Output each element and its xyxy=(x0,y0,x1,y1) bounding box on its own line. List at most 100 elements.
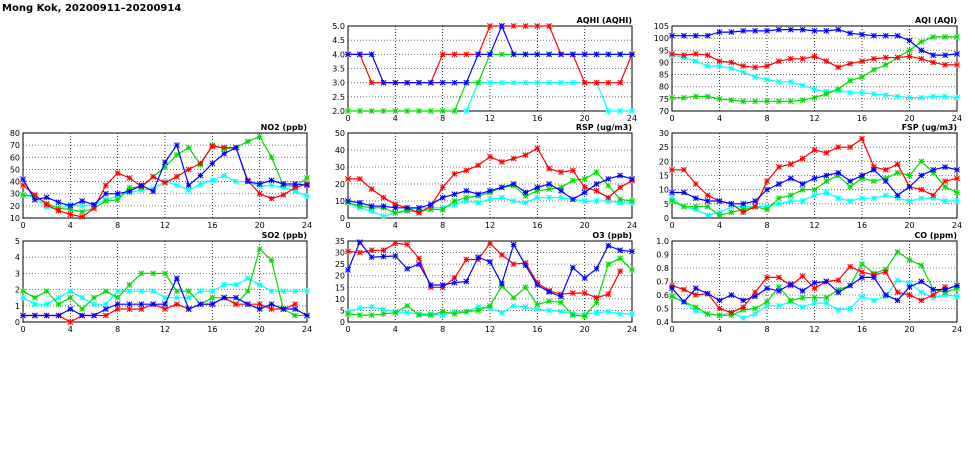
x-tick-label: 0 xyxy=(345,114,350,123)
data-point xyxy=(894,169,901,176)
data-point xyxy=(498,194,505,201)
plot-frame xyxy=(671,240,958,323)
data-point xyxy=(581,198,588,204)
data-point xyxy=(233,178,239,185)
data-point xyxy=(823,149,830,156)
data-point xyxy=(451,51,458,58)
data-point xyxy=(669,293,675,300)
data-point xyxy=(546,23,553,29)
data-point xyxy=(244,275,251,282)
data-point xyxy=(114,294,121,301)
data-point xyxy=(475,199,482,206)
data-point xyxy=(894,289,901,296)
x-tick-label: 24 xyxy=(627,325,637,334)
data-point xyxy=(692,93,699,100)
data-point xyxy=(835,169,842,176)
data-point xyxy=(593,169,600,176)
data-point xyxy=(716,95,723,102)
data-point xyxy=(233,281,239,288)
data-point xyxy=(233,301,239,308)
x-tick-label: 12 xyxy=(809,325,819,334)
data-point xyxy=(79,213,86,220)
data-point xyxy=(404,208,411,215)
data-point xyxy=(569,312,576,319)
data-point xyxy=(847,60,854,67)
data-point xyxy=(835,86,842,93)
y-tick-label: 30 xyxy=(659,129,669,138)
data-point xyxy=(280,288,287,295)
y-tick-label: 20 xyxy=(659,157,669,166)
data-point xyxy=(487,240,493,247)
data-point xyxy=(546,307,553,314)
data-point xyxy=(882,32,889,39)
y-tick-label: 2.0 xyxy=(332,107,345,116)
x-tick-label: 8 xyxy=(115,325,120,334)
data-point xyxy=(835,144,842,151)
data-point xyxy=(835,195,842,202)
data-point xyxy=(894,32,901,39)
data-point xyxy=(906,47,913,54)
data-point xyxy=(775,26,782,33)
data-point xyxy=(67,306,74,312)
data-point xyxy=(775,98,782,105)
data-point xyxy=(380,108,387,114)
data-point xyxy=(487,51,493,58)
data-point xyxy=(716,63,723,70)
data-point xyxy=(256,181,263,187)
data-point xyxy=(102,306,109,312)
data-point xyxy=(581,184,588,191)
data-point xyxy=(799,26,806,33)
data-point xyxy=(487,302,493,309)
data-point xyxy=(138,270,145,277)
data-point xyxy=(894,192,901,199)
data-point xyxy=(150,288,157,295)
data-point xyxy=(894,93,901,100)
data-point xyxy=(368,304,375,310)
data-point xyxy=(740,206,747,213)
data-point xyxy=(906,256,913,263)
data-point xyxy=(522,199,529,206)
y-tick-label: 15 xyxy=(335,283,345,292)
data-point xyxy=(605,242,612,249)
data-point xyxy=(835,172,842,179)
data-point xyxy=(617,79,624,86)
data-point xyxy=(569,177,576,184)
data-point xyxy=(918,38,925,45)
data-point xyxy=(954,166,960,173)
data-point xyxy=(558,187,564,194)
data-point xyxy=(522,152,529,159)
data-point xyxy=(692,32,699,39)
data-point xyxy=(835,306,842,313)
data-point xyxy=(162,179,168,186)
data-point xyxy=(629,198,635,204)
x-tick-label: 0 xyxy=(20,325,25,334)
data-point xyxy=(221,294,228,301)
data-point xyxy=(617,199,624,206)
chart-panel: 70 75 80 85 90 95 100 105 0 4 8 12 16 20 24 AQI (AQI) xyxy=(654,16,962,123)
data-point xyxy=(847,263,854,270)
y-tick-label: 0.4 xyxy=(656,318,669,327)
data-point xyxy=(581,175,588,182)
data-point xyxy=(605,308,612,315)
y-tick-label: 0.7 xyxy=(656,278,669,287)
x-tick-label: 20 xyxy=(904,221,914,230)
data-point xyxy=(716,209,723,216)
series-line xyxy=(347,242,621,299)
data-point xyxy=(221,281,228,288)
data-point xyxy=(870,178,877,185)
data-point xyxy=(138,288,145,295)
data-point xyxy=(942,52,949,59)
data-point xyxy=(416,255,422,262)
data-point xyxy=(345,248,351,255)
data-point xyxy=(775,58,782,65)
data-point xyxy=(704,203,711,210)
data-point xyxy=(439,282,446,288)
data-point xyxy=(764,76,770,83)
data-point xyxy=(534,23,541,29)
data-point xyxy=(55,312,62,319)
data-point xyxy=(593,299,600,306)
data-point xyxy=(752,293,759,300)
data-point xyxy=(906,183,913,190)
data-point xyxy=(870,271,877,278)
chart-panel: 10 20 30 40 50 60 70 80 0 4 8 12 16 20 24 NO2 (ppb) xyxy=(10,123,312,230)
